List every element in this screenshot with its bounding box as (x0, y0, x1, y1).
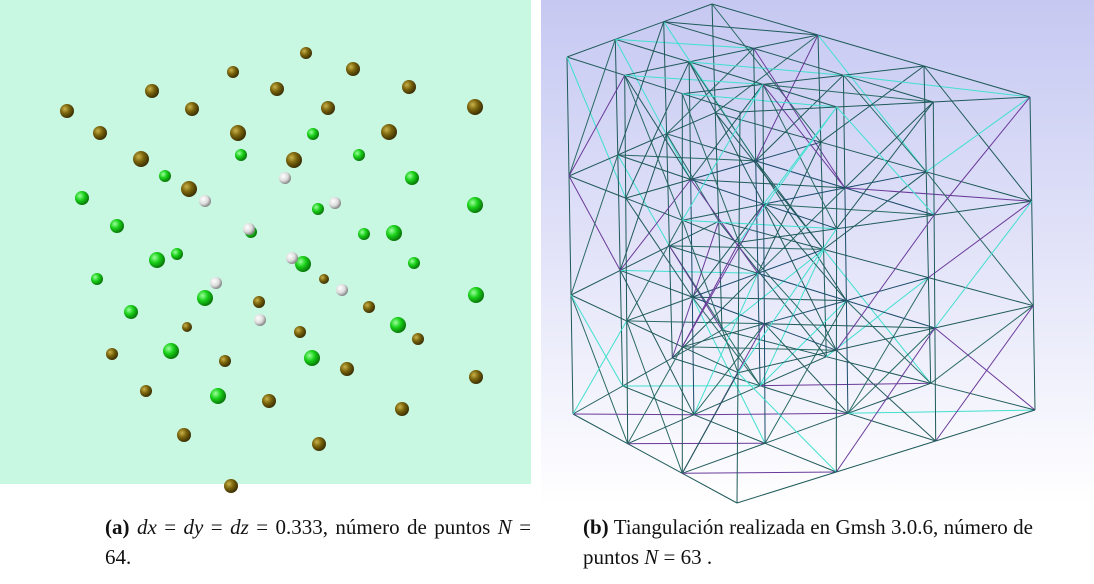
sphere (336, 284, 348, 296)
sphere (254, 314, 266, 326)
sphere (199, 195, 211, 207)
sphere (286, 152, 302, 168)
sphere (321, 101, 335, 115)
sphere (304, 350, 320, 366)
sphere (270, 82, 284, 96)
caption-text: N (498, 515, 512, 539)
sphere (312, 203, 324, 215)
mesh-edge (763, 84, 764, 204)
sphere (467, 197, 483, 213)
sphere (159, 170, 171, 182)
sphere (181, 181, 197, 197)
sphere (319, 274, 329, 284)
sphere (262, 394, 276, 408)
sphere (294, 326, 306, 338)
sphere (224, 479, 238, 493)
sphere (230, 125, 246, 141)
mesh-edge (573, 414, 694, 415)
sphere (149, 252, 165, 268)
caption-text: dy (184, 515, 204, 539)
sphere (210, 277, 222, 289)
sphere (286, 252, 298, 264)
sphere (307, 128, 319, 140)
caption-text: N (644, 545, 658, 569)
sphere (243, 223, 255, 235)
sphere (177, 428, 191, 442)
sphere (386, 225, 402, 241)
sphere (106, 348, 118, 360)
caption-label: (b) (583, 515, 609, 539)
caption-text: = 63 . (658, 545, 712, 569)
caption-text: = (203, 515, 230, 539)
sphere (145, 84, 159, 98)
caption-text: = 0.333, número de puntos (249, 515, 498, 539)
sphere (279, 172, 291, 184)
sphere (93, 126, 107, 140)
sphere (363, 301, 375, 313)
sphere (402, 80, 416, 94)
sphere (390, 317, 406, 333)
caption-text: dx (137, 515, 157, 539)
sphere (468, 287, 484, 303)
sphere (163, 343, 179, 359)
sphere (346, 62, 360, 76)
sphere (124, 305, 138, 319)
sphere (197, 290, 213, 306)
caption-a: (a) dx = dy = dz = 0.333, número de punt… (105, 512, 531, 572)
caption-b: (b) Tiangulación realizada en Gmsh 3.0.6… (583, 512, 1033, 572)
sphere (140, 385, 152, 397)
sphere (340, 362, 354, 376)
sphere (467, 99, 483, 115)
sphere (405, 171, 419, 185)
sphere (408, 257, 420, 269)
sphere (171, 248, 183, 260)
sphere (381, 124, 397, 140)
caption-text: = (157, 515, 184, 539)
sphere (227, 66, 239, 78)
caption-text: dz (230, 515, 249, 539)
sphere (91, 273, 103, 285)
panel-a-bg (0, 0, 531, 484)
sphere (353, 149, 365, 161)
figure: (a) dx = dy = dz = 0.333, número de punt… (0, 0, 1094, 584)
sphere (110, 219, 124, 233)
sphere (300, 47, 312, 59)
sphere (185, 102, 199, 116)
sphere (253, 296, 265, 308)
caption-label: (a) (105, 515, 130, 539)
sphere (219, 355, 231, 367)
sphere (182, 322, 192, 332)
sphere (133, 151, 149, 167)
figure-images (0, 0, 1094, 505)
sphere (60, 104, 74, 118)
sphere (412, 333, 424, 345)
sphere (312, 437, 326, 451)
mesh-edge (764, 324, 765, 444)
sphere (469, 370, 483, 384)
sphere (395, 402, 409, 416)
sphere (210, 388, 226, 404)
sphere (235, 149, 247, 161)
sphere (329, 197, 341, 209)
sphere (75, 191, 89, 205)
sphere (358, 228, 370, 240)
